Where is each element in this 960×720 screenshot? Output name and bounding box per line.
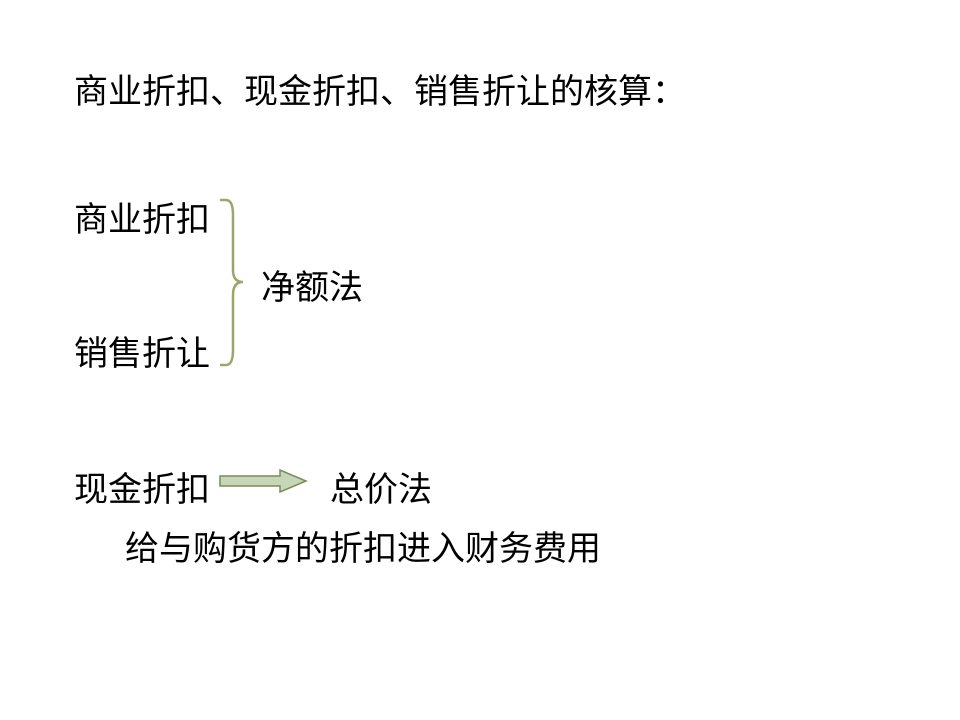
method-net-amount: 净额法 — [261, 260, 363, 309]
item-sales-allowance: 销售折让 — [74, 326, 210, 375]
item-cash-discount: 现金折扣 — [74, 462, 210, 511]
item-commercial-discount: 商业折扣 — [74, 192, 210, 241]
note-finance-expense: 给与购货方的折扣进入财务费用 — [125, 521, 601, 570]
slide-title: 商业折扣、现金折扣、销售折让的核算： — [74, 64, 686, 113]
arrow-icon — [218, 467, 310, 495]
method-gross-price: 总价法 — [330, 462, 432, 511]
bracket-icon — [218, 195, 254, 370]
